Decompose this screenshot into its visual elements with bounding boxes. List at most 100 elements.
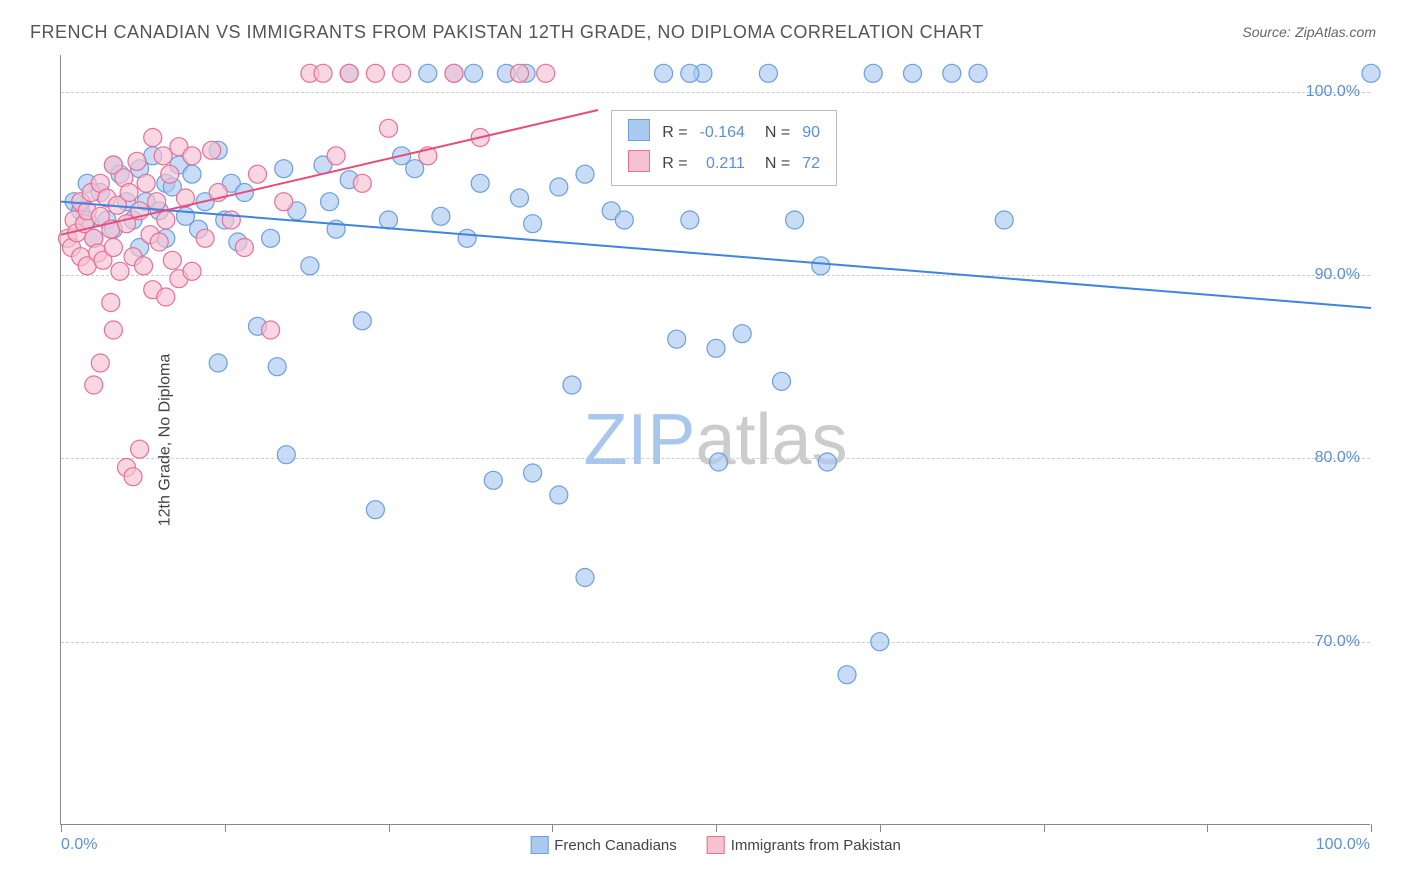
data-point [773,372,791,390]
data-point [465,64,483,82]
data-point [904,64,922,82]
data-point [681,211,699,229]
data-point [445,64,463,82]
legend-row: R =-0.164N =90 [622,117,826,148]
x-tick [880,824,881,832]
correlation-legend: R =-0.164N =90R =0.211N =72 [611,110,837,186]
x-axis-min-label: 0.0% [61,836,97,854]
data-point [681,64,699,82]
data-point [563,376,581,394]
data-point [471,174,489,192]
data-point [871,633,889,651]
data-point [511,64,529,82]
x-tick [716,824,717,832]
legend-swatch [707,836,725,854]
data-point [812,257,830,275]
data-point [380,211,398,229]
data-point [262,229,280,247]
r-label: R = [656,117,693,148]
x-axis-max-label: 100.0% [1316,836,1370,854]
data-point [104,239,122,257]
data-point [154,147,172,165]
data-point [786,211,804,229]
x-tick [1044,824,1045,832]
n-label: N = [751,117,796,148]
data-point [707,339,725,357]
source-label: Source: [1242,24,1290,40]
data-point [733,325,751,343]
data-point [393,64,411,82]
data-point [124,468,142,486]
data-point [340,64,358,82]
legend-bottom: French Canadians Immigrants from Pakistan [530,836,901,854]
data-point [524,215,542,233]
x-tick [225,824,226,832]
source-name: ZipAtlas.com [1295,24,1376,40]
data-point [353,312,371,330]
data-point [432,207,450,225]
data-point [128,152,146,170]
data-point [484,471,502,489]
data-point [995,211,1013,229]
data-point [668,330,686,348]
plot-area: 12th Grade, No Diploma 70.0%80.0%90.0%10… [60,55,1370,825]
x-tick [389,824,390,832]
legend-label: Immigrants from Pakistan [731,837,901,854]
data-point [249,165,267,183]
x-tick [1371,824,1372,832]
data-point [864,64,882,82]
data-point [969,64,987,82]
data-point [353,174,371,192]
data-point [321,193,339,211]
legend-swatch [628,150,650,172]
legend-swatch [628,119,650,141]
data-point [327,147,345,165]
data-point [380,119,398,137]
data-point [150,233,168,251]
legend-swatch [530,836,548,854]
r-value: 0.211 [694,148,751,179]
data-point [576,165,594,183]
r-label: R = [656,148,693,179]
trend-line [61,202,1371,308]
data-point [301,257,319,275]
data-point [144,129,162,147]
data-point [615,211,633,229]
data-point [458,229,476,247]
data-point [838,666,856,684]
data-point [183,147,201,165]
data-point [419,64,437,82]
x-tick [61,824,62,832]
data-point [161,165,179,183]
data-point [550,486,568,504]
data-point [710,453,728,471]
data-point [576,569,594,587]
data-point [235,239,253,257]
data-point [262,321,280,339]
data-point [314,64,332,82]
legend-label: French Canadians [554,837,677,854]
legend-row: R =0.211N =72 [622,148,826,179]
data-point [275,193,293,211]
data-point [366,64,384,82]
n-label: N = [751,148,796,179]
data-point [183,165,201,183]
data-point [1362,64,1380,82]
data-point [943,64,961,82]
data-point [120,184,138,202]
data-point [85,376,103,394]
data-point [524,464,542,482]
data-point [511,189,529,207]
data-point [157,288,175,306]
data-point [104,321,122,339]
data-point [196,229,214,247]
data-point [131,440,149,458]
x-tick [1207,824,1208,832]
legend-item: Immigrants from Pakistan [707,836,901,854]
data-point [818,453,836,471]
data-point [759,64,777,82]
data-point [222,211,240,229]
data-point [91,354,109,372]
data-point [209,354,227,372]
data-point [268,358,286,376]
